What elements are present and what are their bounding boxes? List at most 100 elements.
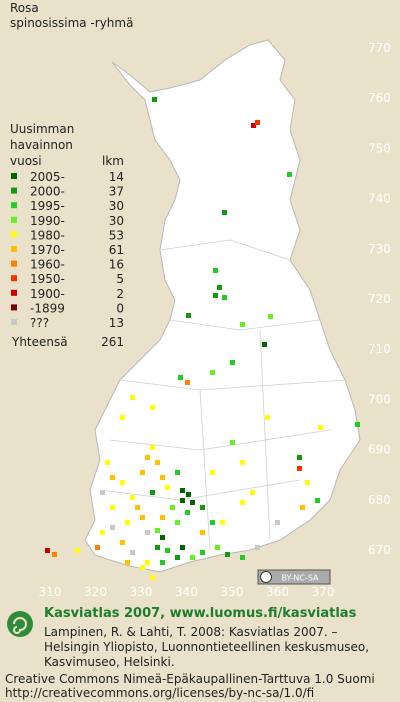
occurrence-square bbox=[165, 485, 170, 490]
occurrence-square bbox=[200, 550, 205, 555]
occurrence-square bbox=[287, 172, 292, 177]
legend-count: 0 bbox=[116, 301, 124, 315]
occurrence-square bbox=[190, 500, 195, 505]
occurrence-square bbox=[152, 97, 157, 102]
legend-year: -1899 bbox=[30, 301, 65, 315]
occurrence-square bbox=[110, 505, 115, 510]
occurrence-square bbox=[100, 490, 105, 495]
occurrence-square bbox=[230, 360, 235, 365]
occurrence-square bbox=[200, 505, 205, 510]
occurrence-square bbox=[105, 460, 110, 465]
legend-count: 61 bbox=[109, 243, 124, 257]
y-coordinate-label: 700 bbox=[368, 392, 391, 406]
occurrence-square bbox=[120, 540, 125, 545]
legend-swatch bbox=[11, 202, 17, 209]
x-coordinate-label: 330 bbox=[130, 585, 153, 599]
occurrence-square bbox=[150, 445, 155, 450]
occurrence-square bbox=[185, 380, 190, 385]
occurrence-square bbox=[213, 293, 218, 298]
occurrence-square bbox=[210, 370, 215, 375]
occurrence-square bbox=[130, 495, 135, 500]
y-coordinate-label: 710 bbox=[368, 342, 391, 356]
legend-count-header: lkm bbox=[102, 154, 124, 168]
occurrence-square bbox=[305, 480, 310, 485]
occurrence-square bbox=[95, 545, 100, 550]
occurrence-square bbox=[255, 120, 260, 125]
legend-count: 53 bbox=[109, 228, 124, 242]
legend-swatch bbox=[11, 187, 17, 194]
x-coordinate-label: 370 bbox=[312, 585, 335, 599]
license-badge: BY-NC-SA bbox=[257, 569, 331, 585]
occurrence-square bbox=[262, 342, 267, 347]
legend-year: 1960- bbox=[30, 258, 65, 272]
y-coordinate-label: 690 bbox=[368, 443, 391, 457]
legend-count: 2 bbox=[116, 287, 124, 301]
x-coordinate-label: 350 bbox=[221, 585, 244, 599]
occurrence-square bbox=[140, 470, 145, 475]
y-coordinate-label: 720 bbox=[368, 292, 391, 306]
occurrence-square bbox=[217, 285, 222, 290]
license-text: Creative Commons Nimeä-Epäkaupallinen-Ta… bbox=[5, 672, 375, 686]
occurrence-square bbox=[178, 375, 183, 380]
x-coordinate-label: 320 bbox=[84, 585, 107, 599]
legend-heading: havainnon bbox=[10, 138, 73, 152]
legend-count: 16 bbox=[109, 258, 124, 272]
occurrence-square bbox=[125, 520, 130, 525]
legend-year: 1980- bbox=[30, 228, 65, 242]
legend-heading: Uusimman bbox=[10, 122, 74, 136]
occurrence-square bbox=[100, 530, 105, 535]
legend: Uusimman havainnon vuosi lkm Yhteensä 26… bbox=[10, 122, 124, 349]
legend-total-label: Yhteensä bbox=[11, 335, 68, 349]
legend-year: 2000- bbox=[30, 185, 65, 199]
occurrence-square bbox=[275, 520, 280, 525]
occurrence-square bbox=[110, 525, 115, 530]
legend-year: 1995- bbox=[30, 199, 65, 213]
occurrence-square bbox=[150, 405, 155, 410]
legend-swatch bbox=[11, 304, 17, 311]
occurrence-square bbox=[110, 475, 115, 480]
x-coordinate-label: 360 bbox=[266, 585, 289, 599]
occurrence-square bbox=[175, 470, 180, 475]
occurrence-square bbox=[190, 555, 195, 560]
occurrence-square bbox=[120, 415, 125, 420]
y-coordinate-label: 670 bbox=[368, 543, 391, 557]
occurrence-square bbox=[130, 395, 135, 400]
occurrence-square bbox=[155, 545, 160, 550]
legend-year: 1990- bbox=[30, 214, 65, 228]
citation: Helsingin Yliopisto, Luonnontieteellinen… bbox=[44, 640, 369, 654]
y-coordinate-label: 750 bbox=[368, 141, 391, 155]
occurrence-square bbox=[170, 505, 175, 510]
occurrence-square bbox=[355, 422, 360, 427]
legend-count: 5 bbox=[116, 272, 124, 286]
legend-count: 30 bbox=[109, 199, 124, 213]
legend-year: 2005- bbox=[30, 170, 65, 184]
occurrence-square bbox=[145, 560, 150, 565]
occurrence-square bbox=[265, 415, 270, 420]
legend-swatch bbox=[11, 289, 17, 296]
occurrence-square bbox=[160, 475, 165, 480]
occurrence-square bbox=[160, 560, 165, 565]
logo bbox=[7, 611, 33, 637]
legend-count: 37 bbox=[109, 185, 124, 199]
occurrence-square bbox=[160, 535, 165, 540]
legend-count: 30 bbox=[109, 214, 124, 228]
occurrence-square bbox=[175, 555, 180, 560]
legend-swatch bbox=[11, 319, 17, 325]
occurrence-square bbox=[180, 488, 185, 493]
occurrence-square bbox=[160, 515, 165, 520]
y-coordinate-label: 680 bbox=[368, 493, 391, 507]
occurrence-squares bbox=[45, 97, 360, 580]
legend-count: 13 bbox=[109, 316, 124, 330]
occurrence-square bbox=[75, 548, 80, 553]
legend-swatch bbox=[11, 173, 17, 179]
x-coordinate-label: 340 bbox=[175, 585, 198, 599]
occurrence-square bbox=[240, 500, 245, 505]
occurrence-square bbox=[315, 498, 320, 503]
occurrence-square bbox=[222, 295, 227, 300]
occurrence-square bbox=[155, 528, 160, 533]
occurrence-square bbox=[230, 440, 235, 445]
occurrence-square bbox=[45, 548, 50, 553]
occurrence-square bbox=[318, 425, 323, 430]
citation: Kasvimuseo, Helsinki. bbox=[44, 655, 175, 669]
